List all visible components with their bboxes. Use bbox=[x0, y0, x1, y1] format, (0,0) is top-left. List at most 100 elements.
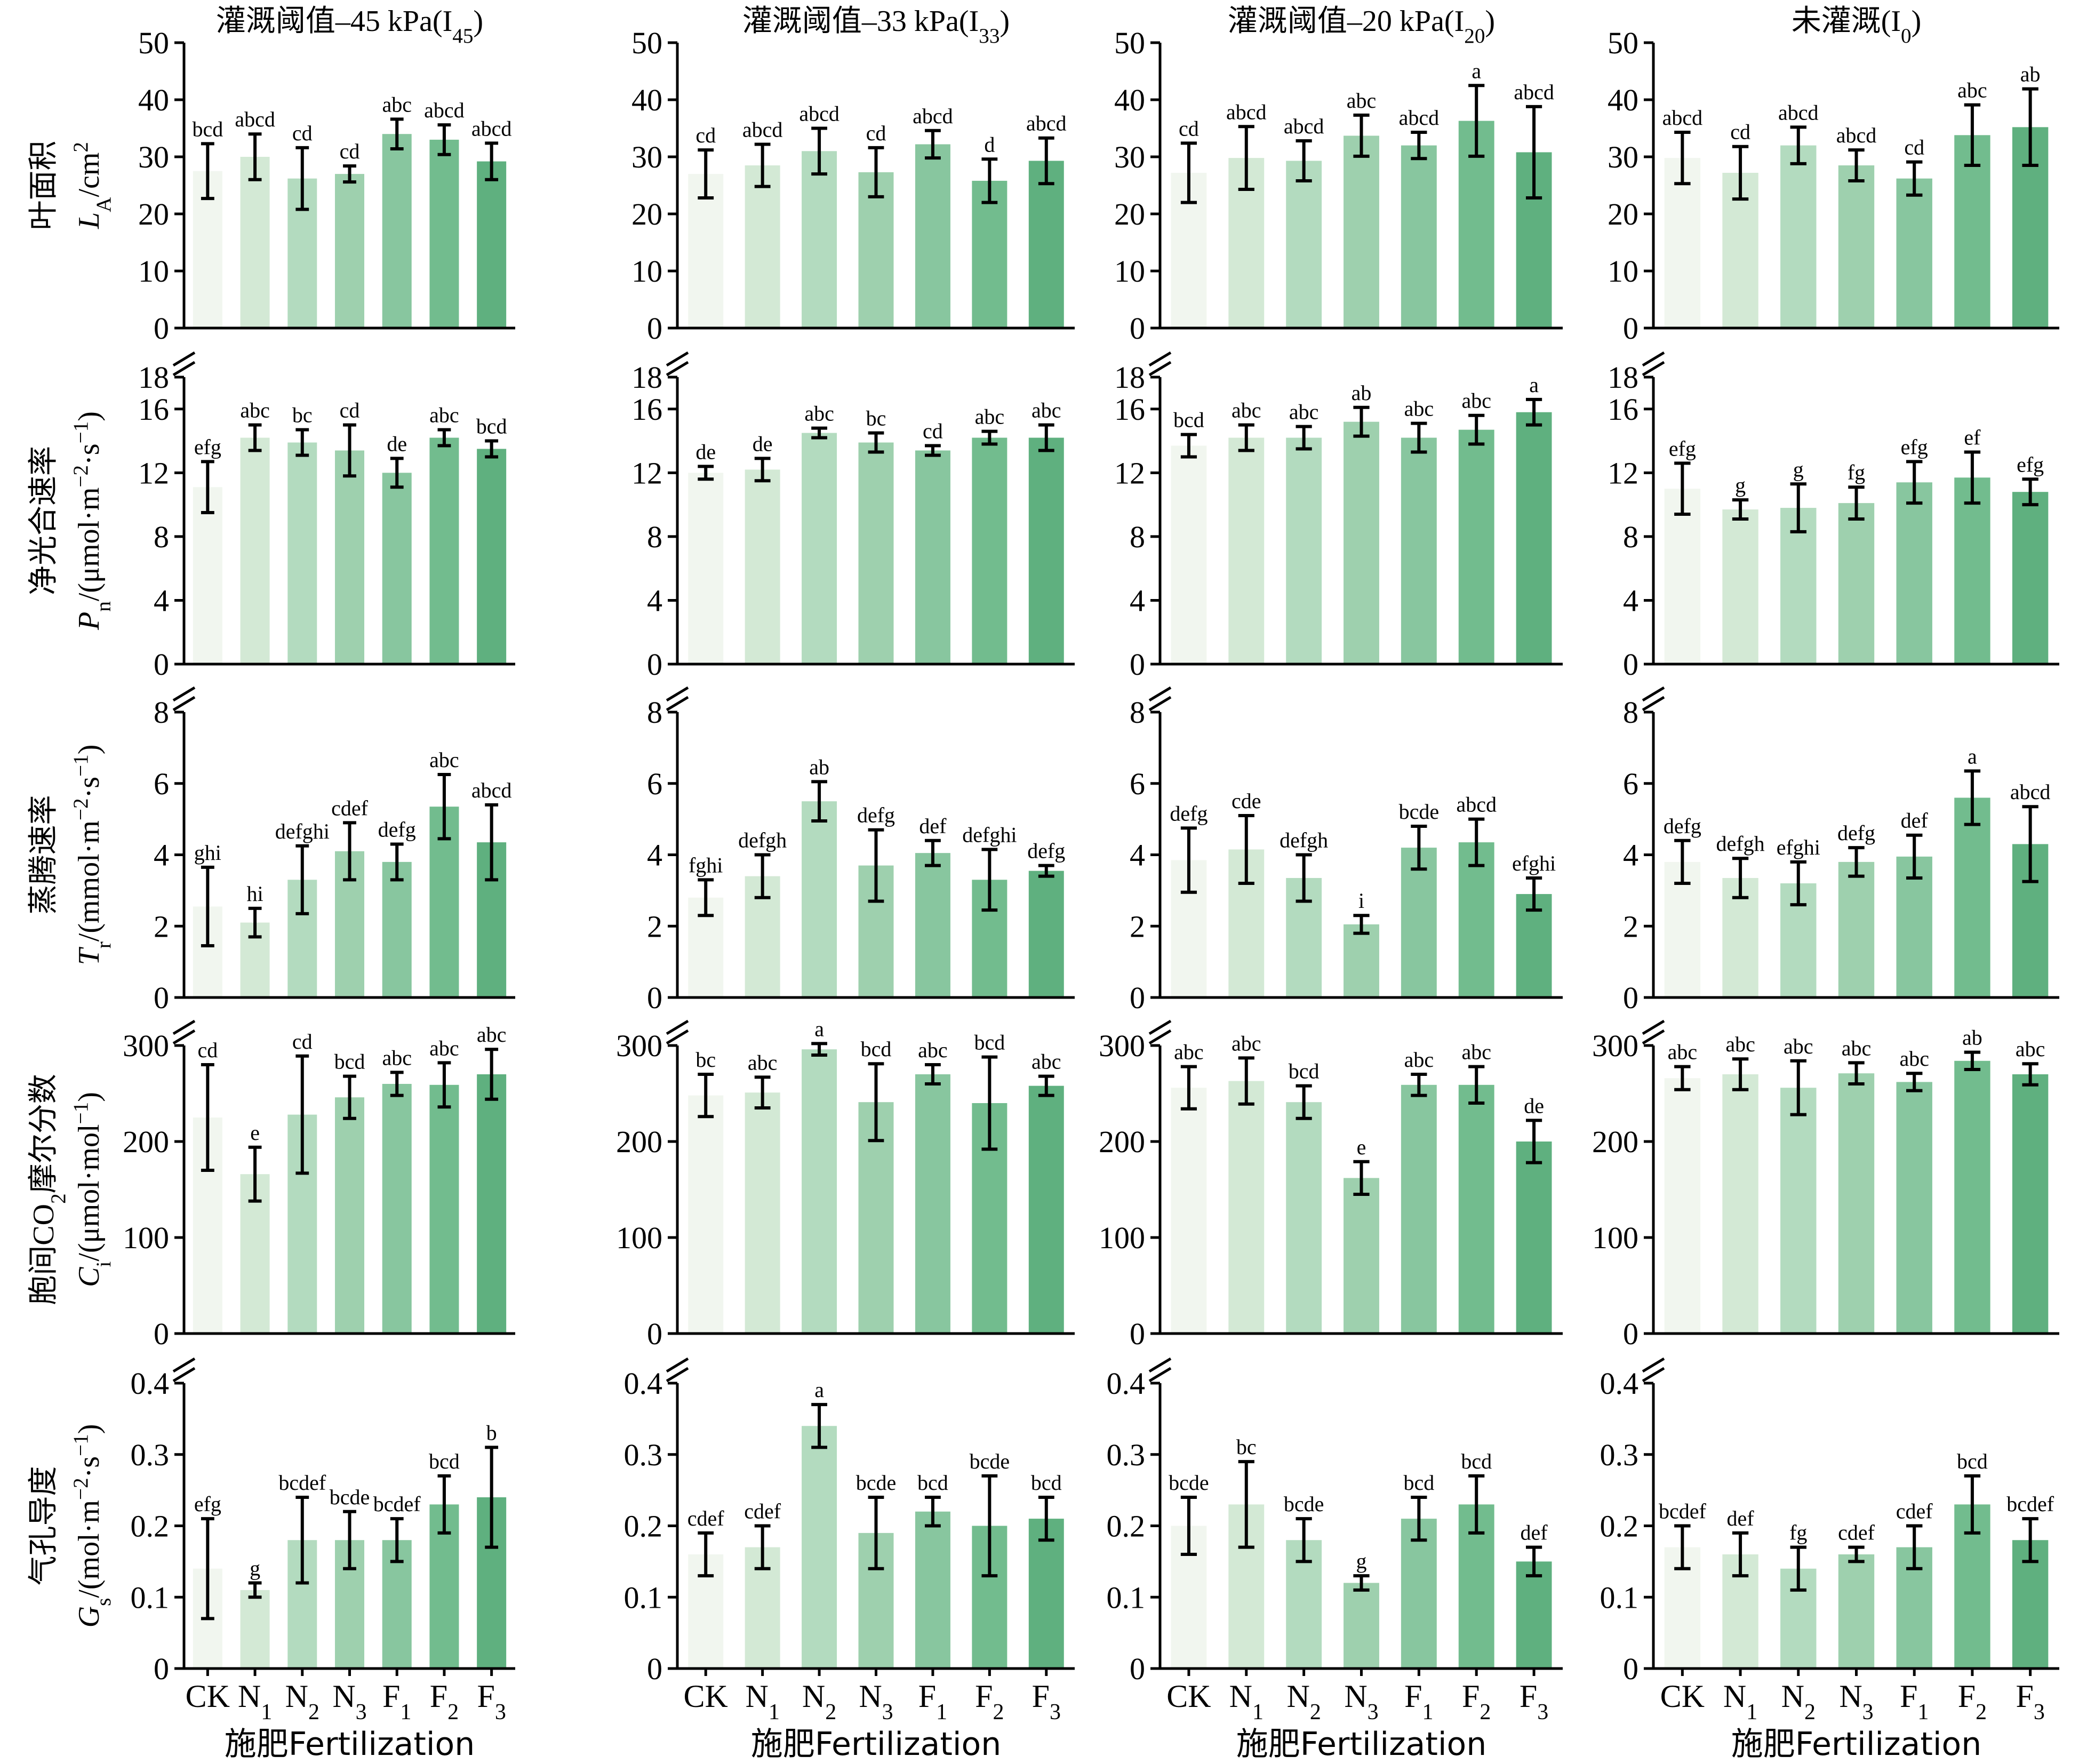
error-bar bbox=[698, 1531, 714, 1578]
error-bar bbox=[1180, 141, 1197, 204]
y-tick-label: 0.2 bbox=[131, 1509, 170, 1544]
significance-label: abcd bbox=[1662, 106, 1703, 130]
bar bbox=[1028, 1519, 1064, 1669]
error-bar bbox=[1674, 839, 1691, 885]
error-bar bbox=[1468, 84, 1485, 158]
error-bar bbox=[2022, 477, 2038, 507]
bar bbox=[1028, 161, 1064, 328]
significance-label: efg bbox=[2017, 452, 2044, 476]
significance-label: bcde bbox=[856, 1471, 897, 1495]
bar bbox=[1401, 1519, 1437, 1669]
axis-break-icon bbox=[172, 686, 196, 712]
x-axis-label: 施肥Fertilization bbox=[225, 1726, 475, 1763]
error-bar bbox=[1180, 433, 1197, 459]
error-bar bbox=[1964, 1050, 1981, 1071]
panel-title: 未灌溉(I0) bbox=[1792, 5, 1922, 47]
error-bar bbox=[1468, 817, 1485, 867]
y-tick-label: 4 bbox=[1623, 838, 1638, 873]
significance-label: abcd bbox=[1778, 100, 1819, 124]
axis-break-icon bbox=[1642, 351, 1665, 377]
bar bbox=[1028, 1085, 1064, 1334]
axis-break-icon bbox=[1148, 686, 1172, 712]
significance-label: e bbox=[250, 1121, 260, 1145]
significance-label: abc bbox=[1725, 1032, 1755, 1056]
error-bar bbox=[1238, 125, 1254, 191]
error-bar bbox=[1848, 1061, 1865, 1085]
bar bbox=[1228, 437, 1265, 664]
y-tick-label: 0 bbox=[154, 980, 169, 1015]
bar bbox=[429, 437, 459, 664]
significance-label: abcd bbox=[1514, 80, 1554, 104]
significance-label: e bbox=[1357, 1135, 1366, 1159]
y-tick-label: 300 bbox=[616, 1028, 662, 1063]
significance-label: abc bbox=[1289, 400, 1319, 424]
y-tick-label: 0 bbox=[647, 1316, 662, 1351]
y-tick-label: 200 bbox=[1592, 1124, 1638, 1159]
y-tick-label: 10 bbox=[631, 254, 662, 289]
significance-label: defghi bbox=[962, 823, 1017, 847]
error-bar bbox=[925, 129, 941, 160]
significance-label: cd bbox=[1904, 135, 1924, 159]
bar bbox=[972, 437, 1007, 664]
y-tick-label: 40 bbox=[1114, 83, 1145, 117]
significance-label: abcd bbox=[471, 116, 512, 140]
significance-label: abc bbox=[748, 1050, 778, 1074]
x-tick-label: F3 bbox=[477, 1679, 506, 1725]
error-bar bbox=[1038, 1074, 1054, 1097]
y-tick-label: 50 bbox=[1608, 26, 1638, 60]
significance-label: bcd bbox=[974, 1031, 1005, 1055]
error-bar bbox=[2022, 1517, 2038, 1563]
error-bar bbox=[811, 780, 827, 823]
y-tick-label: 4 bbox=[1130, 838, 1145, 873]
significance-label: a bbox=[1968, 744, 1977, 768]
significance-label: bcdef bbox=[278, 1471, 326, 1495]
significance-label: i bbox=[1358, 889, 1364, 913]
error-bar bbox=[1964, 450, 1981, 505]
significance-label: cd bbox=[1730, 120, 1750, 144]
bar bbox=[1722, 509, 1758, 664]
y-axis-label-en: Tr/(mmol·m−2·s−1) bbox=[69, 745, 115, 965]
significance-label: abcd bbox=[1399, 106, 1440, 130]
bar bbox=[1401, 848, 1437, 997]
significance-label: abcd bbox=[1836, 123, 1877, 147]
significance-label: g bbox=[1356, 1549, 1367, 1573]
bar bbox=[1516, 1561, 1552, 1669]
bar bbox=[1838, 503, 1875, 664]
y-tick-label: 4 bbox=[647, 583, 662, 618]
y-tick-label: 0 bbox=[1623, 980, 1638, 1015]
error-bar bbox=[811, 426, 827, 440]
y-tick-label: 16 bbox=[138, 392, 169, 427]
significance-label: abc bbox=[1232, 398, 1261, 422]
axis-break-icon bbox=[1642, 1357, 1665, 1383]
significance-label: abc bbox=[1031, 398, 1061, 422]
significance-label: efg bbox=[194, 435, 221, 459]
bar bbox=[1838, 861, 1875, 997]
chart-panel: bcdef def fg cdef cdef bcd bcdef 0 0.1 0.2 0.3 0.4 C… bbox=[1600, 1357, 2059, 1763]
y-tick-label: 12 bbox=[138, 456, 169, 490]
y-tick-label: 20 bbox=[138, 197, 169, 232]
error-bar bbox=[2022, 87, 2038, 167]
error-bar bbox=[1180, 1065, 1197, 1111]
bar bbox=[1286, 437, 1322, 664]
error-bar bbox=[1238, 1056, 1254, 1106]
x-tick-label: F1 bbox=[382, 1679, 411, 1725]
y-tick-label: 30 bbox=[631, 140, 662, 174]
x-tick-label: F2 bbox=[1958, 1679, 1987, 1725]
error-bar bbox=[295, 1054, 309, 1175]
bar bbox=[1401, 437, 1437, 664]
x-tick-label: F1 bbox=[1404, 1679, 1433, 1725]
x-tick-label: F3 bbox=[2016, 1679, 2044, 1725]
y-tick-label: 8 bbox=[647, 520, 662, 554]
significance-label: abc bbox=[382, 92, 412, 116]
bar bbox=[193, 487, 222, 664]
y-tick-label: 100 bbox=[616, 1220, 662, 1255]
axis-break-icon bbox=[1148, 1357, 1172, 1383]
significance-label: cd bbox=[866, 121, 886, 145]
significance-label: ab bbox=[2020, 62, 2041, 86]
bar bbox=[1954, 797, 1990, 997]
y-tick-label: 0 bbox=[1130, 647, 1145, 682]
y-tick-label: 0.4 bbox=[624, 1366, 663, 1401]
error-bar bbox=[1296, 1517, 1312, 1563]
